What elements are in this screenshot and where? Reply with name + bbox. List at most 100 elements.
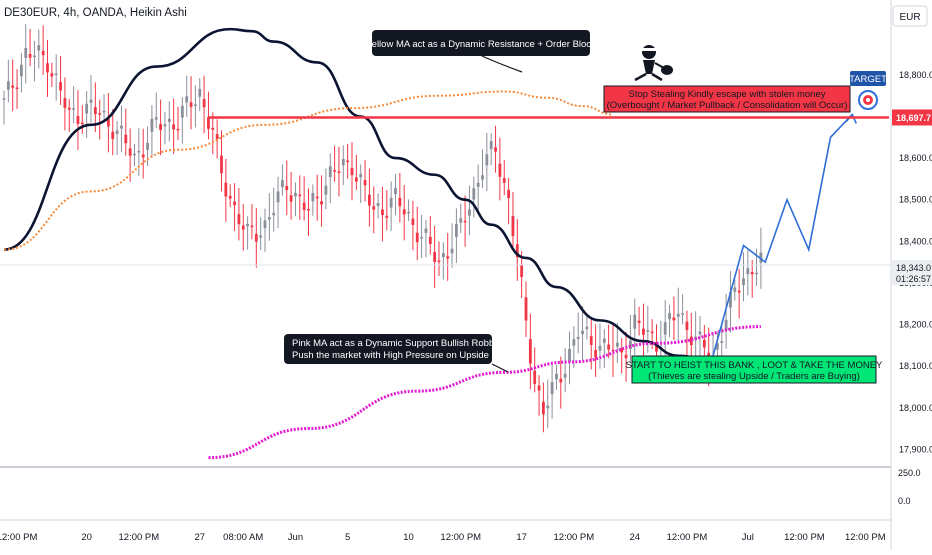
x-tick-label: 12:00 PM <box>554 532 595 543</box>
x-tick-label: 12:00 PM <box>0 532 37 543</box>
y-tick-label: 18,100.0 <box>899 361 932 371</box>
x-tick-label: 12:00 PM <box>119 532 160 543</box>
y-tick-label: 18,500.0 <box>899 195 932 205</box>
candle <box>515 219 519 281</box>
candle <box>85 91 89 138</box>
candle <box>411 200 415 251</box>
projection-line[interactable] <box>712 113 853 356</box>
x-tick-label: 12:00 PM <box>667 532 708 543</box>
candle <box>385 190 389 231</box>
candle <box>576 312 580 354</box>
candle <box>498 137 502 201</box>
candle <box>398 172 402 223</box>
candle <box>6 59 10 103</box>
candle <box>20 53 23 93</box>
candle <box>441 242 445 280</box>
candle <box>381 186 384 242</box>
price-labels-layer: 18,697.7 18,343.001:26:57 <box>892 109 932 286</box>
candle <box>633 298 637 355</box>
time-axis[interactable]: 12:00 PM 20 12:00 PM 27 08:00 AM Jun 5 10 12:00 … <box>0 532 886 543</box>
candle <box>115 120 119 155</box>
candle <box>80 105 84 134</box>
y-tick-label: 18,000.0 <box>899 403 932 413</box>
candle <box>563 347 567 393</box>
candle <box>202 75 206 134</box>
stop-stealing-line1: Stop Stealing Kindly escape with stolen … <box>629 89 826 100</box>
yellow-ma-callout[interactable]: Yellow MA act as a Dynamic Resistance + … <box>366 30 596 73</box>
candle <box>472 176 476 218</box>
candle <box>59 55 62 105</box>
thief-icon <box>634 45 673 82</box>
candle <box>528 313 532 390</box>
candle <box>2 90 6 125</box>
candle <box>276 176 280 229</box>
candle <box>11 59 15 112</box>
y-tick-label: 18,200.0 <box>899 320 932 330</box>
stop-stealing-line2: (Overbought / Market Pullback / Consolid… <box>607 100 848 111</box>
symbol-title[interactable]: DE30EUR, 4h, OANDA, Heikin Ashi <box>4 7 187 19</box>
candle <box>354 154 358 191</box>
candle <box>476 164 480 213</box>
stop-stealing-callout[interactable]: Stop Stealing Kindly escape with stolen … <box>603 85 851 113</box>
candle <box>307 188 310 236</box>
candle <box>24 24 28 84</box>
candle <box>207 91 210 140</box>
start-heist-callout[interactable]: START TO HEIST THIS BANK , LOOT & TAKE T… <box>626 355 883 384</box>
candle <box>394 173 397 216</box>
candle <box>585 313 589 340</box>
candle <box>98 99 102 140</box>
x-tick-label: 12:00 PM <box>440 532 481 543</box>
x-tick-label: 27 <box>194 532 205 543</box>
candle <box>637 306 641 336</box>
candle <box>376 193 380 219</box>
candle <box>602 329 606 368</box>
target-marker[interactable]: TARGET <box>849 71 887 110</box>
candle <box>642 303 645 359</box>
pink-ma-callout[interactable]: Pink MA act as a Dynamic Support Bullish… <box>284 334 509 373</box>
candle <box>233 183 236 231</box>
start-heist-line2: (Thieves are stealing Upside / Traders a… <box>648 371 860 382</box>
candle <box>285 160 289 216</box>
candle <box>615 322 619 363</box>
candle <box>211 112 215 155</box>
candle <box>185 75 189 117</box>
candle <box>341 145 345 185</box>
candle <box>437 241 441 276</box>
candle <box>524 281 528 337</box>
candle <box>568 331 571 385</box>
pink-ma-line[interactable] <box>208 325 761 460</box>
candle <box>681 294 684 325</box>
candle <box>737 268 741 319</box>
candle <box>76 90 80 150</box>
currency-box[interactable] <box>892 5 928 27</box>
candle <box>250 204 254 240</box>
candle <box>337 146 341 197</box>
candle <box>685 310 689 357</box>
candle <box>550 361 554 419</box>
candle <box>228 184 232 208</box>
candle <box>41 25 45 75</box>
candle <box>433 225 437 289</box>
candle <box>363 159 367 202</box>
candle <box>446 232 450 281</box>
x-tick-label: 10 <box>403 532 414 543</box>
candle <box>33 40 36 82</box>
candle <box>746 250 750 296</box>
candle <box>50 62 54 87</box>
black-ma-line[interactable] <box>3 27 714 362</box>
candle <box>511 192 515 249</box>
candle <box>302 176 306 221</box>
candle <box>611 323 615 377</box>
candle <box>742 252 745 302</box>
candle <box>15 69 19 109</box>
candle <box>729 271 732 333</box>
candle <box>294 182 297 217</box>
lines-layer <box>0 27 890 460</box>
yellow-ma-line[interactable] <box>3 90 614 251</box>
candle <box>372 186 376 234</box>
candle <box>424 220 428 258</box>
candle <box>133 144 136 167</box>
candle <box>324 168 328 210</box>
currency-label[interactable]: EUR <box>899 12 920 23</box>
